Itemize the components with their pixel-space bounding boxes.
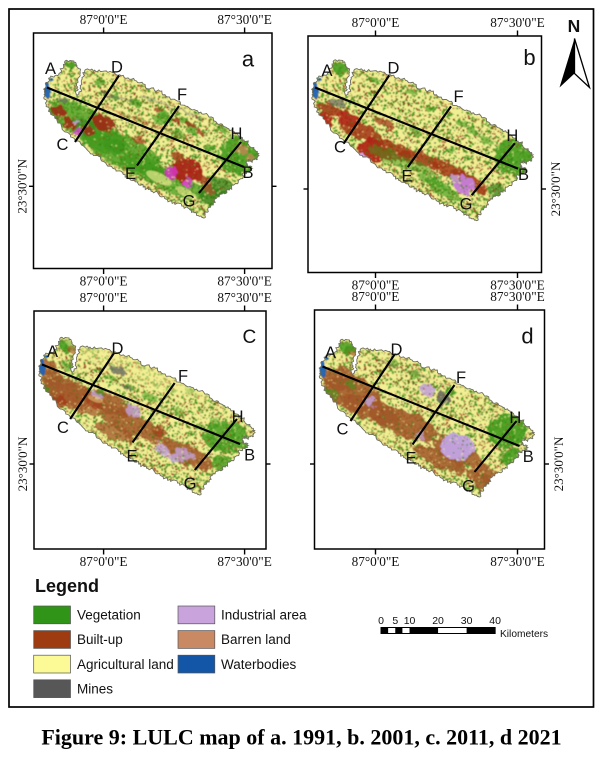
svg-text:Legend: Legend: [35, 576, 99, 596]
svg-text:Waterbodies: Waterbodies: [221, 657, 297, 672]
svg-text:C: C: [334, 138, 346, 156]
svg-text:40: 40: [489, 615, 501, 627]
svg-text:87°0'0"E: 87°0'0"E: [352, 289, 400, 304]
svg-text:Mines: Mines: [77, 681, 113, 696]
svg-text:87°0'0"E: 87°0'0"E: [352, 278, 400, 293]
svg-text:87°30'0"E: 87°30'0"E: [490, 289, 545, 304]
svg-text:87°0'0"E: 87°0'0"E: [80, 290, 128, 305]
svg-text:87°30'0"E: 87°30'0"E: [217, 274, 272, 289]
svg-text:E: E: [125, 165, 136, 183]
svg-text:a: a: [242, 47, 255, 72]
svg-text:A: A: [45, 60, 56, 78]
svg-text:G: G: [462, 477, 475, 495]
svg-text:H: H: [232, 408, 244, 426]
svg-text:23°30'0"N: 23°30'0"N: [15, 436, 30, 491]
svg-text:C: C: [57, 419, 69, 437]
svg-text:87°30'0"E: 87°30'0"E: [490, 15, 545, 30]
svg-text:87°0'0"E: 87°0'0"E: [80, 554, 128, 569]
svg-text:20: 20: [432, 615, 444, 627]
svg-text:A: A: [325, 344, 336, 362]
svg-text:D: D: [112, 340, 124, 358]
svg-text:87°0'0"E: 87°0'0"E: [352, 15, 400, 30]
svg-text:B: B: [244, 446, 255, 464]
svg-text:G: G: [183, 192, 196, 210]
svg-text:E: E: [401, 167, 412, 185]
svg-text:87°30'0"E: 87°30'0"E: [217, 290, 272, 305]
svg-text:N: N: [568, 16, 581, 36]
svg-text:F: F: [177, 86, 187, 104]
svg-text:H: H: [231, 125, 243, 143]
svg-text:Kilometers: Kilometers: [500, 629, 548, 640]
svg-text:87°0'0"E: 87°0'0"E: [80, 12, 128, 27]
svg-text:d: d: [521, 324, 533, 349]
svg-text:B: B: [242, 164, 253, 182]
svg-text:5: 5: [392, 615, 398, 627]
svg-text:Agricultural land: Agricultural land: [77, 657, 174, 672]
svg-text:Barren land: Barren land: [221, 632, 291, 647]
svg-text:G: G: [184, 475, 197, 493]
svg-text:D: D: [111, 58, 123, 76]
svg-text:87°30'0"E: 87°30'0"E: [490, 554, 545, 569]
svg-text:10: 10: [404, 615, 416, 627]
svg-text:b: b: [523, 45, 535, 70]
svg-text:87°30'0"E: 87°30'0"E: [217, 554, 272, 569]
svg-text:C: C: [57, 136, 69, 154]
svg-text:H: H: [509, 409, 521, 427]
svg-text:F: F: [453, 88, 463, 106]
svg-text:87°30'0"E: 87°30'0"E: [490, 278, 545, 293]
svg-text:Figure 9: LULC map of a. 1991,: Figure 9: LULC map of a. 1991, b. 2001, …: [41, 725, 561, 750]
svg-text:Built-up: Built-up: [77, 632, 123, 647]
svg-text:F: F: [456, 369, 466, 387]
svg-text:C: C: [243, 327, 257, 348]
svg-text:A: A: [321, 62, 332, 80]
svg-text:E: E: [405, 449, 416, 467]
svg-text:30: 30: [461, 615, 473, 627]
svg-text:B: B: [523, 448, 534, 466]
svg-text:D: D: [391, 341, 403, 359]
svg-text:G: G: [460, 195, 473, 213]
svg-text:23°30'0"N: 23°30'0"N: [548, 161, 563, 216]
svg-text:87°0'0"E: 87°0'0"E: [352, 554, 400, 569]
svg-text:87°30'0"E: 87°30'0"E: [217, 12, 272, 27]
svg-text:Industrial area: Industrial area: [221, 608, 307, 623]
svg-text:0: 0: [378, 615, 384, 627]
svg-text:C: C: [337, 420, 349, 438]
svg-text:23°30'0"N: 23°30'0"N: [551, 436, 566, 491]
svg-text:D: D: [388, 59, 400, 77]
svg-text:B: B: [518, 166, 529, 184]
svg-text:F: F: [178, 367, 188, 385]
svg-text:23°30'0"N: 23°30'0"N: [15, 158, 30, 213]
svg-text:E: E: [126, 447, 137, 465]
svg-text:A: A: [47, 343, 58, 361]
svg-text:87°0'0"E: 87°0'0"E: [80, 274, 128, 289]
svg-text:Vegetation: Vegetation: [77, 608, 141, 623]
svg-text:H: H: [506, 127, 518, 145]
